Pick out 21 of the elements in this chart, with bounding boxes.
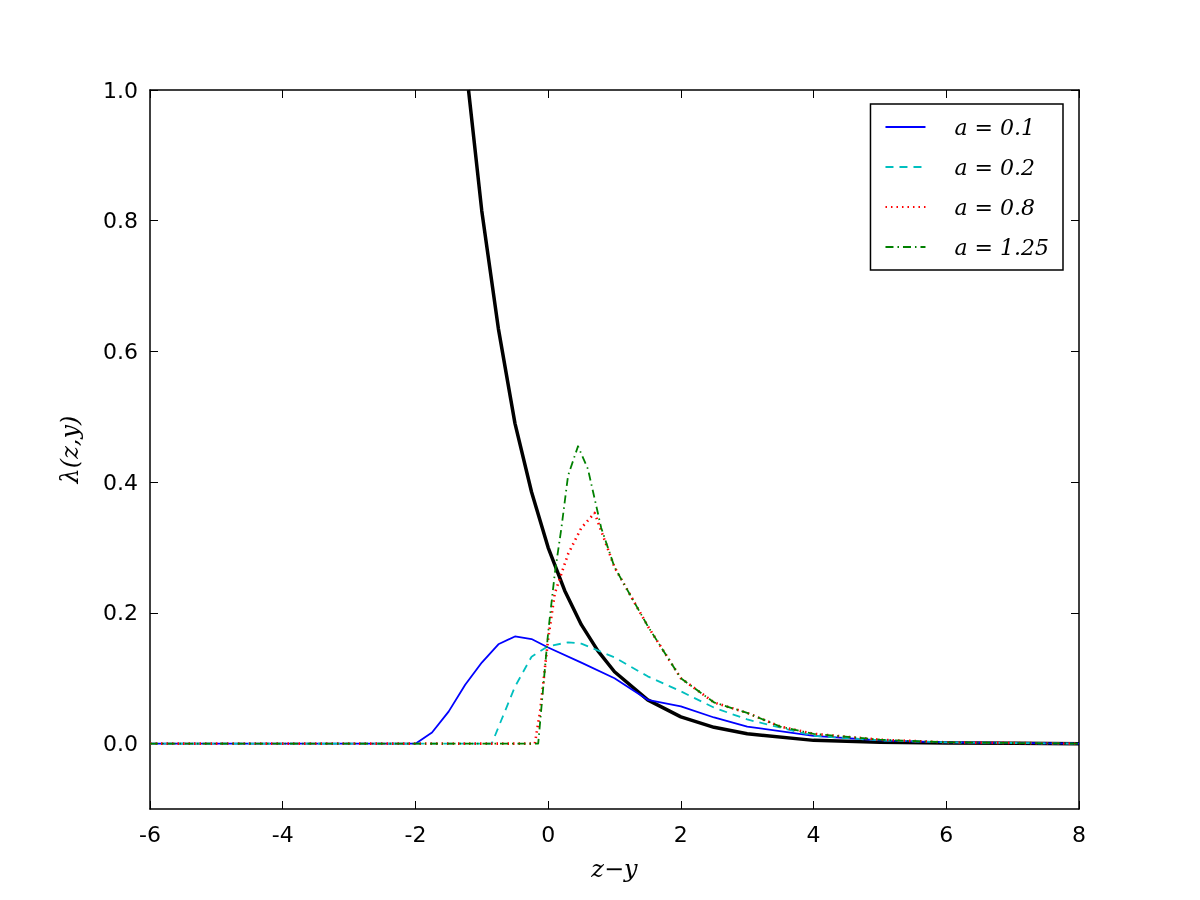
x-tick-label: -4: [271, 821, 294, 847]
y-tick-label: 0.2: [103, 600, 138, 626]
y-tick-label: 1.0: [103, 77, 138, 103]
x-tick-label: 2: [673, 821, 688, 847]
legend-label: a = 1.25: [954, 234, 1050, 260]
y-axis-title: λ(z,y): [56, 415, 84, 485]
y-tick-label: 0.0: [103, 731, 138, 757]
legend-label: a = 0.2: [954, 154, 1036, 180]
x-tick-label: -2: [404, 821, 427, 847]
legend-label: a = 0.8: [954, 194, 1036, 220]
x-tick-label: -6: [139, 821, 161, 847]
x-tick-label: 6: [939, 821, 954, 847]
y-tick-label: 0.8: [103, 208, 138, 234]
y-tick-label: 0.6: [103, 338, 138, 364]
x-axis-title: z−y: [590, 855, 639, 883]
x-tick-label: 8: [1072, 821, 1086, 847]
x-tick-label: 4: [806, 821, 821, 847]
x-tick-label: 0: [541, 821, 556, 847]
line-series: [149, 445, 1080, 745]
y-tick-label: 0.4: [103, 469, 138, 495]
legend-label: a = 0.1: [954, 114, 1036, 140]
